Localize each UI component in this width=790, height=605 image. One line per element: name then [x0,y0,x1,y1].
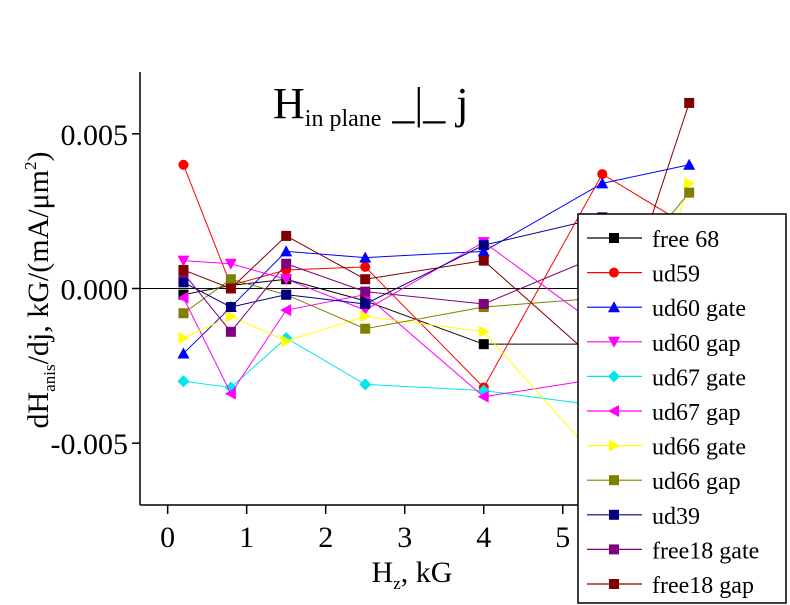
data-point [178,331,190,344]
y-tick-label: 0.005 [61,119,129,152]
data-point [596,177,609,189]
data-point [224,387,236,400]
legend-label: ud66 gate [652,435,746,461]
legend-marker [609,544,619,555]
data-point [177,291,189,304]
data-point [225,274,236,285]
data-point [177,347,190,359]
legend-entry: ud67 gap [587,400,741,426]
legend-marker [608,405,619,417]
data-point [280,245,293,257]
x-tick-label: 3 [397,521,412,554]
legend-label: ud60 gate [652,296,746,322]
legend-label: free18 gap [652,573,754,599]
legend-marker [608,301,620,313]
data-point [360,323,371,334]
x-tick-label: 1 [239,521,254,554]
y-tick-label: -0.005 [51,428,129,461]
legend-entry: ud67 gate [587,365,746,391]
x-axis-label: Hz, kG [372,556,453,593]
x-tick-label: 2 [318,521,333,554]
data-point [477,245,490,257]
data-point [360,286,371,297]
legend-marker [609,579,619,589]
data-point [178,277,189,288]
data-point [597,169,608,180]
data-point [178,264,189,275]
data-point [225,283,236,294]
legend-entry: ud66 gap [587,469,741,495]
legend-marker [609,439,620,452]
data-point [684,187,695,198]
data-point [478,339,489,350]
legend-label: free18 gate [652,538,759,564]
data-point [478,325,490,338]
data-point [360,261,371,272]
x-tick-label: 0 [160,521,175,554]
data-point [683,158,696,170]
data-point [359,251,372,263]
x-tick-label: 4 [476,521,491,554]
data-point [178,308,189,319]
legend-label: ud39 [652,504,700,530]
data-point [225,326,236,337]
legend-marker [608,370,620,383]
data-point [280,274,293,286]
legend-label: ud66 gap [652,469,741,495]
data-point [177,255,190,267]
legend-entry: ud59 [587,262,700,288]
x-tick-label: 5 [555,521,570,554]
legend-marker [609,233,619,243]
data-point [478,255,489,266]
legend-entry: free18 gap [587,573,754,599]
data-point [280,304,292,317]
data-point [281,230,292,241]
legend-marker [609,475,619,486]
data-point [224,258,237,270]
data-point [359,378,372,391]
legend-entry: free 68 [587,227,719,253]
legend-label: ud67 gap [652,400,741,426]
legend-entry: ud60 gate [587,296,746,322]
data-point [684,97,695,108]
legend-entry: ud66 gate [587,435,746,461]
legend-label: free 68 [652,227,719,253]
legend-entry: ud39 [587,504,700,530]
data-point [477,390,489,403]
data-point [177,375,190,388]
data-point [281,258,292,269]
data-point [360,310,372,323]
legend-label: ud67 gate [652,365,746,391]
data-point [178,159,189,170]
legend: free 68 ud59 ud60 gate ud60 gap ud67 gate ud6… [587,227,759,599]
data-point [360,274,371,285]
legend-marker [609,509,619,520]
legend-marker [608,336,620,348]
data-point [360,298,371,309]
data-point [225,310,237,323]
legend-label: ud60 gap [652,331,741,357]
data-point [281,289,292,300]
y-tick-label: 0.000 [61,274,129,307]
legend-entry: ud60 gap [587,331,741,357]
legend-label: ud59 [652,262,700,288]
chart-title: Hin plane _|_ j [273,79,468,132]
legend-entry: free18 gate [587,538,759,564]
legend-marker [609,267,619,278]
data-point [225,302,236,313]
y-axis-label: dHanis/dj, kG/(mA/μm2) [21,152,59,429]
data-point [478,240,489,251]
data-point [281,335,293,348]
data-point [684,177,696,190]
data-point [478,298,489,309]
